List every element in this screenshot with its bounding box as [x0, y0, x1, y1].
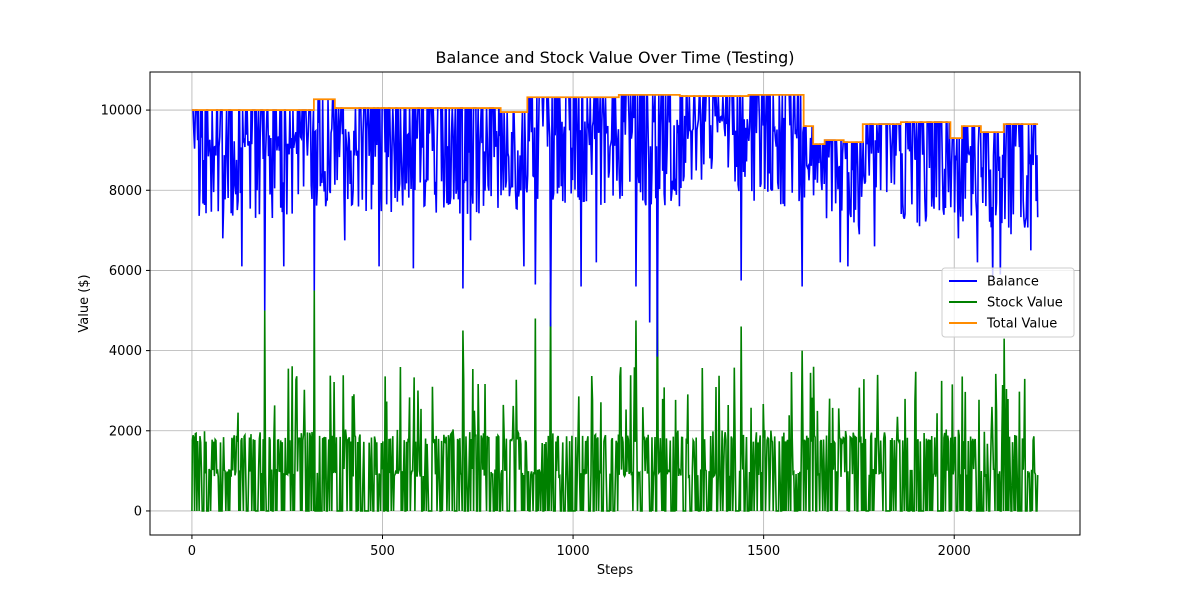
- plot-area: [191, 93, 1039, 512]
- legend-label-1: Stock Value: [987, 296, 1063, 311]
- stock-value-line: [191, 250, 1039, 512]
- legend-box: [941, 267, 1075, 338]
- legend-label-2: Total Value: [986, 317, 1057, 332]
- x-tick-label: 500: [370, 544, 395, 559]
- x-tick-label: 2000: [938, 544, 971, 559]
- x-axis-label: Steps: [597, 563, 634, 578]
- x-tick-label: 1000: [557, 544, 590, 559]
- balance-line: [191, 94, 1039, 357]
- chart-title: Balance and Stock Value Over Time (Testi…: [435, 48, 794, 67]
- legend-label-0: Balance: [987, 275, 1039, 290]
- x-tick-label: 0: [188, 544, 196, 559]
- x-tick-label: 1500: [747, 544, 780, 559]
- y-tick-label: 0: [134, 504, 142, 519]
- y-tick-label: 2000: [109, 424, 142, 439]
- y-tick-label: 6000: [109, 264, 142, 279]
- total-value-line: [191, 93, 1039, 146]
- y-axis-label: Value ($): [77, 274, 92, 332]
- legend: Balance Stock Value Total Value: [941, 267, 1075, 338]
- axis-ticks: 0 500 1000 1500 2000 0 2000 4000 6000 8000 10000: [101, 104, 971, 559]
- y-tick-label: 10000: [101, 104, 142, 119]
- plot-frame: [149, 71, 1081, 536]
- y-tick-label: 8000: [109, 184, 142, 199]
- y-tick-label: 4000: [109, 344, 142, 359]
